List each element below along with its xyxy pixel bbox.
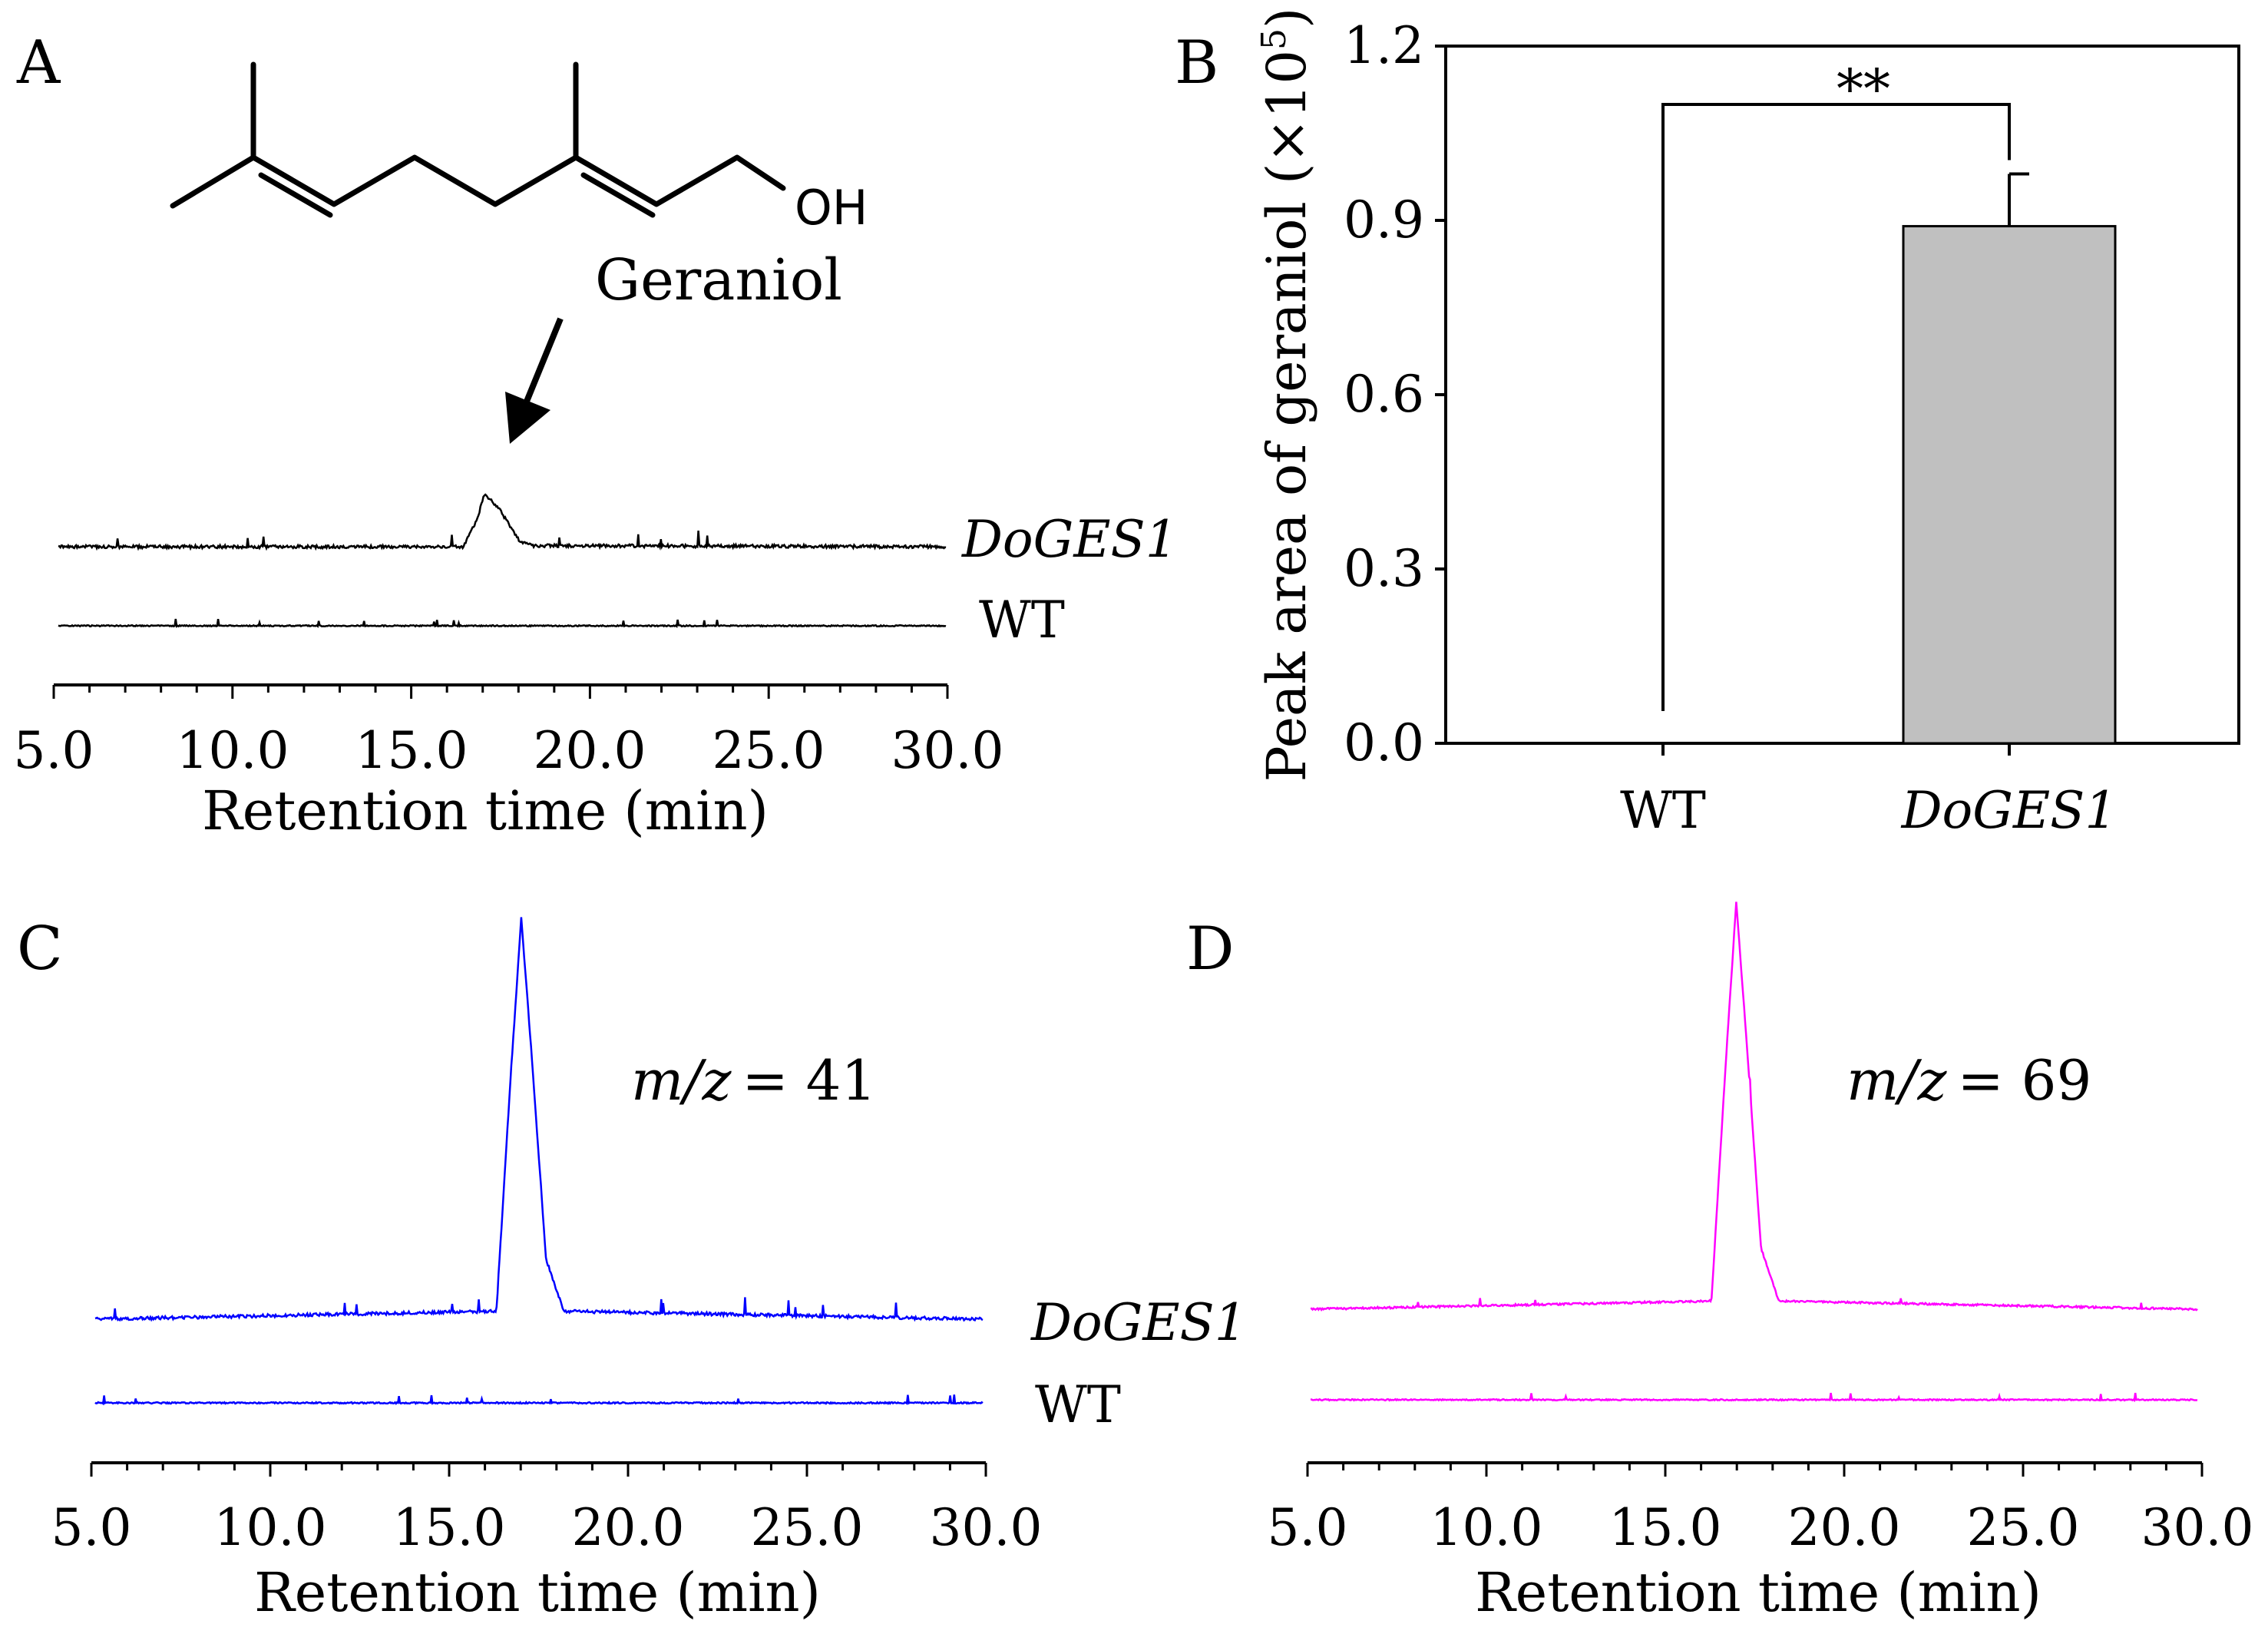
panel-a-ticks xyxy=(52,685,949,699)
panel-b-y-tick-labels: 0.0 0.3 0.6 0.9 1.2 xyxy=(1344,16,1424,772)
panel-d-tick-label: 20.0 xyxy=(1788,1498,1901,1557)
panel-c-mz: m/z xyxy=(631,1048,732,1113)
panel-c-tick-label: 25.0 xyxy=(751,1498,864,1557)
panel-d-tick-label: 30.0 xyxy=(2141,1498,2254,1557)
significance-bracket xyxy=(1661,103,2011,711)
geraniol-carbon-chain xyxy=(170,154,786,209)
panel-b-y-tick-label: 0.3 xyxy=(1344,539,1424,598)
panel-b-bars xyxy=(1902,172,2117,745)
panel-b-y-tick-label: 1.2 xyxy=(1344,16,1424,75)
panel-b-y-axis-title-close: ) xyxy=(1255,8,1318,28)
geraniol-structure xyxy=(170,61,786,218)
panel-c: C m/z = 41 DoGES1 WT 5.0 10.0 15.0 20.0 2… xyxy=(17,915,1247,1624)
panel-c-trace-doges1 xyxy=(94,917,984,1322)
panel-b-letter: B xyxy=(1175,28,1218,98)
significance-label: ** xyxy=(1837,58,1890,121)
panel-c-tick-label: 30.0 xyxy=(930,1498,1043,1557)
panel-d-ticks xyxy=(1306,1463,2204,1477)
panel-b-x-tick-label: DoGES1 xyxy=(1901,781,2118,840)
arrow-down-icon xyxy=(505,317,564,444)
panel-b-y-tick-label: 0.9 xyxy=(1344,190,1424,250)
bar-doges1 xyxy=(1902,225,2117,745)
geraniol-double-bond-1 xyxy=(258,172,333,218)
panel-d-letter: D xyxy=(1186,915,1235,984)
panel-c-mz-label: m/z = 41 xyxy=(631,1048,876,1113)
panel-a-tick-label: 25.0 xyxy=(712,721,825,780)
panel-b-y-ticks xyxy=(1435,45,1446,745)
panel-a-tick-label: 15.0 xyxy=(355,721,468,780)
panel-c-tick-label: 5.0 xyxy=(51,1498,132,1557)
panel-c-mz-value: = 41 xyxy=(742,1048,876,1113)
panel-d-trace-doges1 xyxy=(1310,901,2198,1312)
panel-d-tick-label: 5.0 xyxy=(1268,1498,1348,1557)
panel-b: B 0.0 0.3 0.6 0.9 1.2 WT DoGES1 ** Peak area … xyxy=(1175,8,2240,840)
panel-d-trace-wt xyxy=(1310,1392,2198,1403)
compound-name: Geraniol xyxy=(595,247,842,313)
panel-a-x-axis-title: Retention time (min) xyxy=(202,779,769,842)
panel-c-x-axis-title: Retention time (min) xyxy=(254,1561,821,1624)
panel-c-letter: C xyxy=(17,915,63,984)
panel-a-tick-label: 30.0 xyxy=(891,721,1004,780)
panel-b-y-axis-title: Peak area of geraniol (×105) xyxy=(1255,8,1318,782)
panel-b-x-tick-labels: WT DoGES1 xyxy=(1620,781,2117,840)
panel-c-label-doges1: DoGES1 xyxy=(1030,1293,1247,1352)
panel-a-letter: A xyxy=(16,28,61,98)
panel-d-tick-label: 10.0 xyxy=(1430,1498,1543,1557)
panel-b-plot-frame xyxy=(1444,45,2240,745)
panel-d-tick-label: 25.0 xyxy=(1967,1498,2080,1557)
panel-c-tick-label: 15.0 xyxy=(393,1498,506,1557)
panel-d-x-axis-title: Retention time (min) xyxy=(1475,1561,2042,1624)
panel-a-label-doges1: DoGES1 xyxy=(961,510,1178,569)
panel-b-y-tick-label: 0.0 xyxy=(1344,713,1424,772)
panel-c-tick-label: 10.0 xyxy=(214,1498,327,1557)
panel-a: A OH Geraniol DoGES1 WT 5.0 10.0 15.0 20… xyxy=(14,28,1178,842)
panel-a-trace-doges1 xyxy=(58,493,947,551)
panel-d-tick-label: 15.0 xyxy=(1609,1498,1722,1557)
panel-c-tick-label: 20.0 xyxy=(572,1498,685,1557)
panel-b-y-tick-label: 0.6 xyxy=(1344,365,1424,424)
panel-a-tick-label: 10.0 xyxy=(177,721,289,780)
panel-d-mz-value: = 69 xyxy=(1957,1048,2091,1113)
panel-b-y-axis-title-main: Peak area of geraniol (×10 xyxy=(1255,50,1318,782)
panel-a-label-wt: WT xyxy=(979,590,1065,650)
significance-bracket-line xyxy=(1661,103,2011,711)
panel-d: D m/z = 69 5.0 10.0 15.0 20.0 25.0 30.0 R… xyxy=(1186,901,2254,1624)
panel-a-tick-label: 20.0 xyxy=(534,721,646,780)
panel-c-ticks xyxy=(90,1463,987,1477)
panel-c-label-wt: WT xyxy=(1035,1375,1121,1434)
panel-d-mz-label: m/z = 69 xyxy=(1846,1048,2091,1113)
panel-a-trace-wt xyxy=(58,618,947,628)
panel-b-y-axis-title-exp: 5 xyxy=(1255,28,1294,50)
panel-b-x-tick-label: WT xyxy=(1620,781,1706,840)
panel-a-tick-label: 5.0 xyxy=(14,721,94,780)
geraniol-double-bond-2 xyxy=(580,172,656,218)
hydroxyl-label: OH xyxy=(795,180,868,236)
panel-c-trace-wt xyxy=(94,1394,984,1406)
panel-d-mz: m/z xyxy=(1846,1048,1948,1113)
